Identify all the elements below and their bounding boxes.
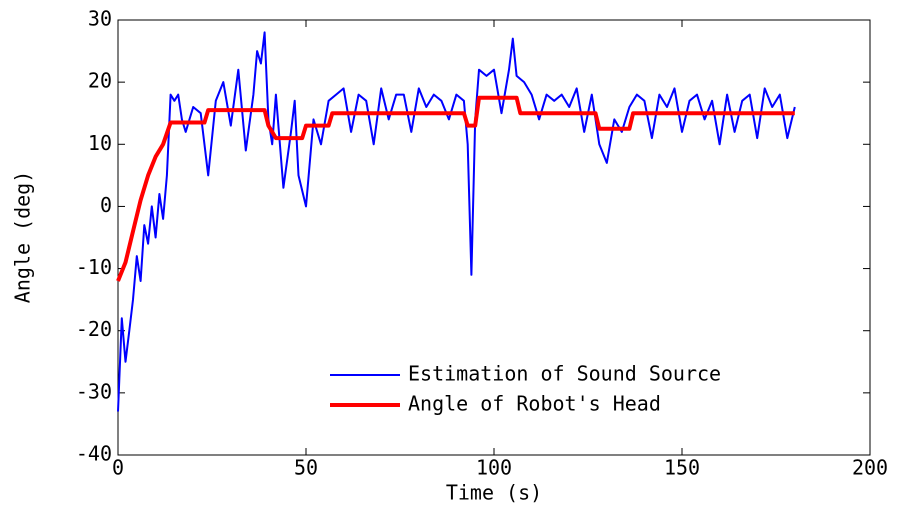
- data-line: [116, 95, 795, 282]
- y-tick-label: -40: [76, 442, 112, 466]
- y-tick-label: -30: [76, 379, 112, 403]
- y-tick-label: 20: [88, 69, 112, 93]
- y-axis-label: Angle (deg): [11, 171, 35, 303]
- y-tick-label: 10: [88, 131, 112, 155]
- y-tick-label: -20: [76, 317, 112, 341]
- x-tick-label: 0: [112, 456, 124, 480]
- y-tick-label: 30: [88, 7, 112, 31]
- data-line: [117, 31, 796, 412]
- legend-label: Estimation of Sound Source: [408, 362, 721, 386]
- x-axis-label: Time (s): [446, 481, 542, 505]
- x-tick-label: 50: [294, 456, 318, 480]
- x-tick-label: 200: [852, 456, 888, 480]
- x-tick-label: 150: [664, 456, 700, 480]
- y-tick-label: 0: [100, 193, 112, 217]
- x-tick-label: 100: [476, 456, 512, 480]
- legend-label: Angle of Robot's Head: [408, 392, 661, 416]
- plot-frame: [117, 19, 871, 456]
- y-tick-label: -10: [76, 255, 112, 279]
